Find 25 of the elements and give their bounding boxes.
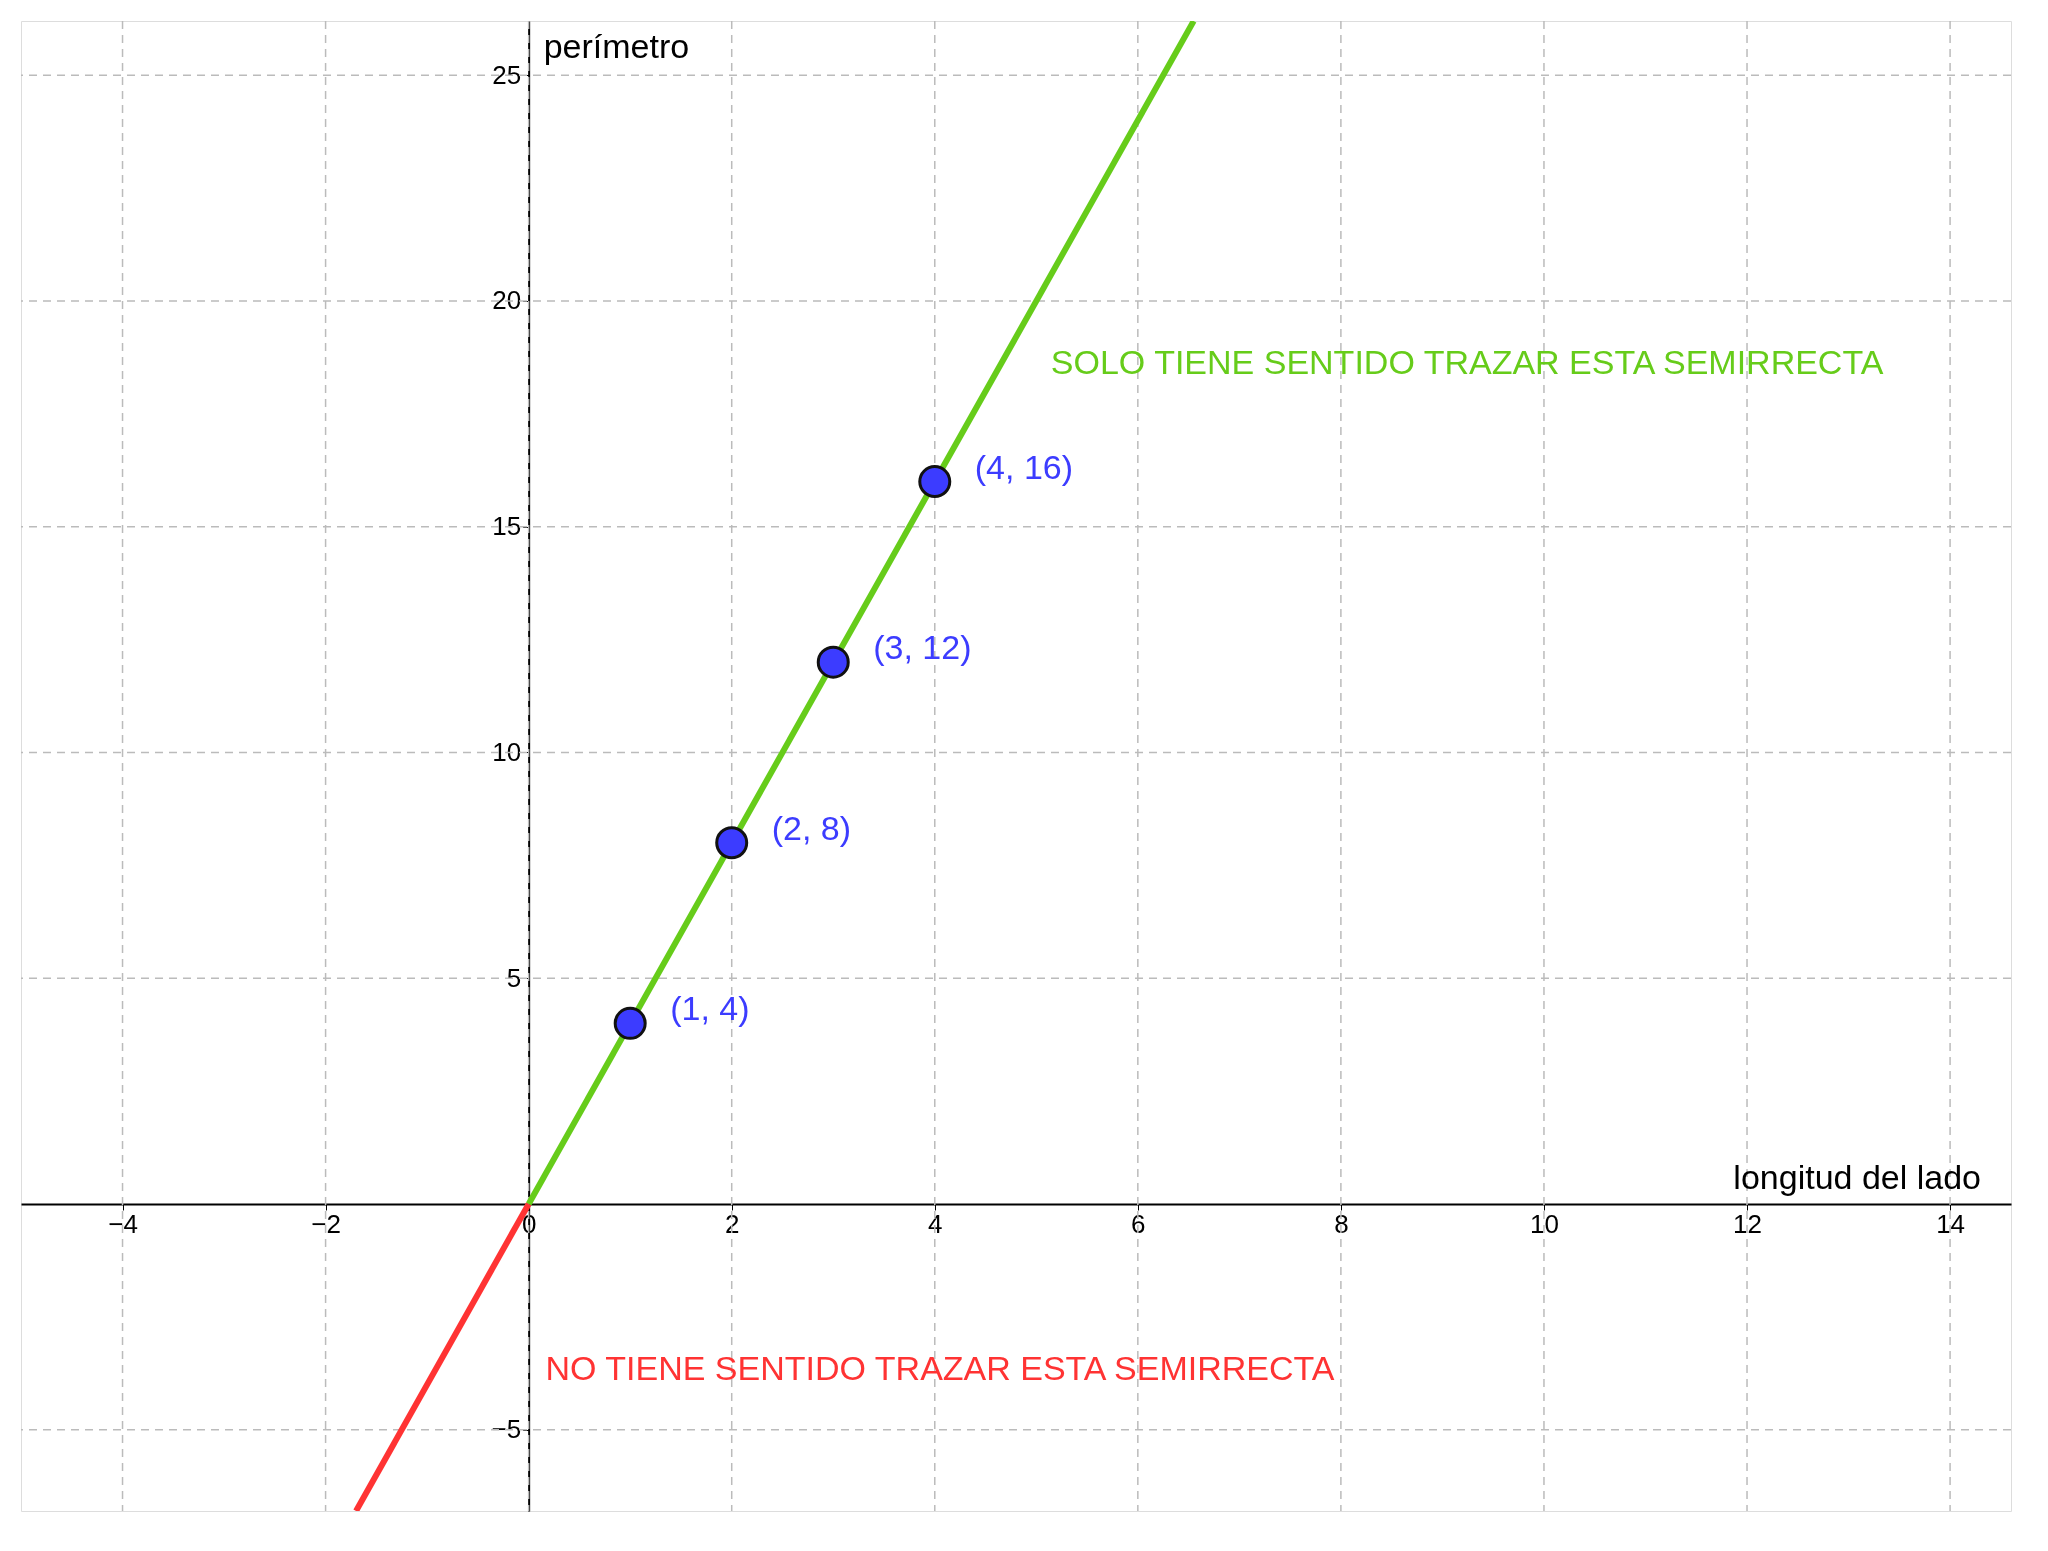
point bbox=[613, 1006, 647, 1040]
x-tick-label: 8 bbox=[1334, 1209, 1349, 1240]
y-tick-label: 10 bbox=[492, 736, 522, 767]
data-label: (1, 4) bbox=[670, 989, 750, 1028]
x-tick-label: 10 bbox=[1530, 1209, 1559, 1240]
data-label: (4, 16) bbox=[974, 447, 1074, 486]
y-tick-label: 5 bbox=[506, 962, 522, 993]
y-tick-label: 15 bbox=[492, 511, 522, 542]
x-tick-label: 6 bbox=[1131, 1209, 1146, 1240]
data-label: (2, 8) bbox=[771, 808, 852, 847]
x-tick-label: 14 bbox=[1936, 1209, 1966, 1240]
y-tick-label: 25 bbox=[492, 59, 522, 90]
point bbox=[816, 645, 850, 679]
annotation: NO TIENE SENTIDO TRAZAR ESTA SEMIRRECTA bbox=[545, 1348, 1335, 1387]
y-axis-title: perímetro bbox=[543, 27, 690, 65]
x-tick-label: −2 bbox=[311, 1209, 341, 1240]
x-tick-label: 4 bbox=[928, 1209, 943, 1240]
data-label: (3, 12) bbox=[873, 628, 972, 667]
x-tick-label: −4 bbox=[108, 1209, 138, 1240]
point bbox=[918, 465, 952, 499]
y-tick-label: 20 bbox=[492, 285, 522, 316]
point bbox=[715, 826, 749, 860]
annotation: SOLO TIENE SENTIDO TRAZAR ESTA SEMIRRECTA bbox=[1050, 343, 1884, 382]
x-axis-title: longitud del lado bbox=[1733, 1157, 1981, 1196]
x-tick-label: 12 bbox=[1733, 1209, 1762, 1240]
